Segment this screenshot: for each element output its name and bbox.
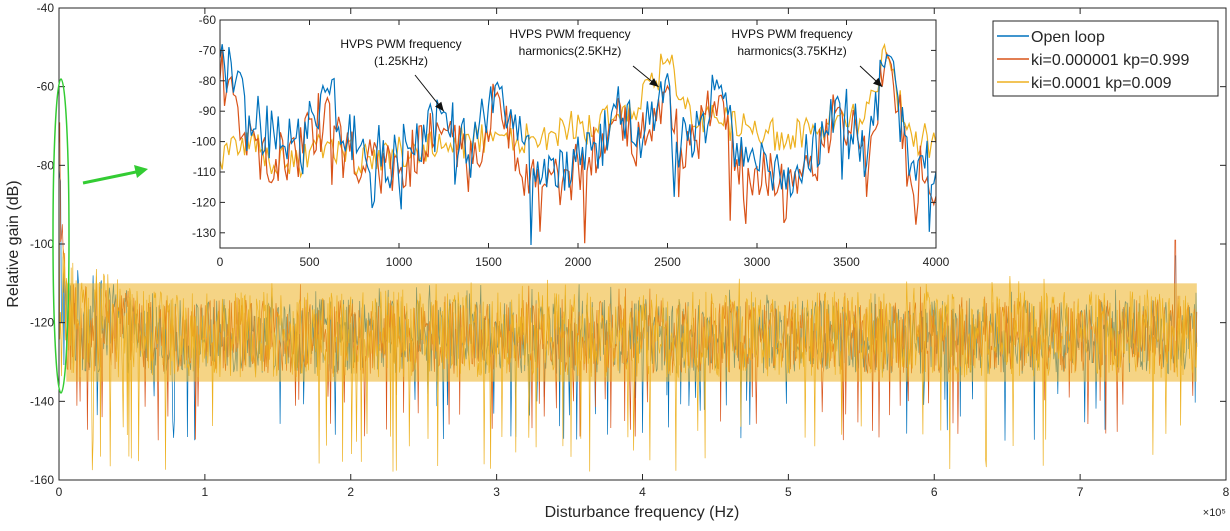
main-x-tick-label: 6 xyxy=(931,485,938,499)
inset-traces xyxy=(219,42,937,246)
inset-annotation-arrowhead xyxy=(649,78,659,87)
inset-annotation-arrowhead xyxy=(435,101,444,112)
inset-annotation-text: HVPS PWM frequency xyxy=(340,37,461,51)
main-x-tick-label: 4 xyxy=(639,485,646,499)
legend-label-ki-small: ki=0.000001 kp=0.999 xyxy=(1031,52,1189,69)
legend: Open loop ki=0.000001 kp=0.999 ki=0.0001… xyxy=(992,20,1219,97)
inset-x-tick-label: 1000 xyxy=(386,255,413,269)
main-x-tick-label: 1 xyxy=(202,485,209,499)
inset-y-tick-label: -100 xyxy=(192,135,216,149)
main-x-tick-label: 7 xyxy=(1077,485,1084,499)
highlight-ellipse xyxy=(52,78,70,394)
inset-x-tick-label: 3500 xyxy=(833,255,860,269)
inset-plot: 0 500 1000 1500 2000 2500 3000 3500 4000 -60-70-… xyxy=(192,13,950,269)
main-y-tick-label: -80 xyxy=(37,158,55,172)
main-x-tick-label: 2 xyxy=(347,485,354,499)
main-traces xyxy=(58,122,1198,472)
main-x-tick-label: 0 xyxy=(56,485,63,499)
x-axis-multiplier: ×10⁵ xyxy=(1203,507,1226,519)
inset-x-tick-label: 3000 xyxy=(744,255,771,269)
inset-annotations: HVPS PWM frequency (1.25KHz) HVPS PWM freq… xyxy=(340,27,883,112)
inset-x-tick-label: 500 xyxy=(299,255,319,269)
zoom-arrow-head xyxy=(134,165,148,178)
main-x-ticks: 0 1 2 3 4 5 6 7 8 xyxy=(56,8,1230,499)
inset-x-ticks: 0 500 1000 1500 2000 2500 3000 3500 4000 xyxy=(217,20,950,269)
inset-y-tick-label: -130 xyxy=(192,226,216,240)
inset-y-tick-label: -110 xyxy=(193,165,216,179)
inset-y-tick-label: -80 xyxy=(199,74,217,88)
inset-x-tick-label: 1500 xyxy=(475,255,502,269)
main-y-tick-label: -160 xyxy=(30,473,54,487)
inset-x-tick-label: 2500 xyxy=(654,255,681,269)
inset-x-tick-label: 0 xyxy=(217,255,224,269)
inset-annotation-text: HVPS PWM frequency xyxy=(509,27,630,41)
x-axis-label: Disturbance frequency (Hz) xyxy=(545,504,740,521)
inset-annotation-text: harmonics(3.75KHz) xyxy=(737,44,846,58)
inset-annotation-text: (1.25KHz) xyxy=(374,54,428,68)
inset-annotation-text: HVPS PWM frequency xyxy=(731,27,852,41)
inset-annotation-text: harmonics(2.5KHz) xyxy=(519,44,622,58)
main-y-tick-label: -40 xyxy=(37,1,55,15)
inset-annotation-arrowhead xyxy=(873,77,883,87)
main-x-tick-label: 3 xyxy=(493,485,500,499)
inset-series-line xyxy=(219,44,937,246)
main-x-tick-label: 8 xyxy=(1223,485,1230,499)
inset-x-tick-label: 4000 xyxy=(923,255,950,269)
main-y-tick-label: -140 xyxy=(30,394,54,408)
legend-box xyxy=(992,20,1219,97)
inset-series-line xyxy=(219,51,937,244)
inset-y-tick-label: -120 xyxy=(192,195,216,209)
main-plot: 0 1 2 3 4 5 6 7 8 -40 -60 -80 -100 -120 -140 -160 Dist… xyxy=(5,1,1230,521)
main-y-tick-label: -100 xyxy=(30,237,54,251)
inset-series-line xyxy=(219,42,937,179)
main-y-tick-label: -120 xyxy=(30,316,54,330)
inset-y-tick-label: -70 xyxy=(199,43,217,57)
main-y-tick-label: -60 xyxy=(37,80,55,94)
inset-y-tick-label: -60 xyxy=(199,13,217,27)
inset-y-ticks: -60 -70 -80 -90 -100 -110 -120 -130 xyxy=(192,13,936,240)
legend-label-ki-large: ki=0.0001 kp=0.009 xyxy=(1031,75,1172,92)
main-y-ticks: -40 -60 -80 -100 -120 -140 -160 xyxy=(30,1,1226,487)
main-noise-band xyxy=(66,283,1197,382)
zoom-arrow-line xyxy=(82,170,137,185)
legend-label-open-loop: Open loop xyxy=(1031,29,1105,46)
inset-x-tick-label: 2000 xyxy=(565,255,592,269)
inset-y-tick-label: -90 xyxy=(199,104,217,118)
main-x-tick-label: 5 xyxy=(785,485,792,499)
y-axis-label: Relative gain (dB) xyxy=(5,180,22,307)
